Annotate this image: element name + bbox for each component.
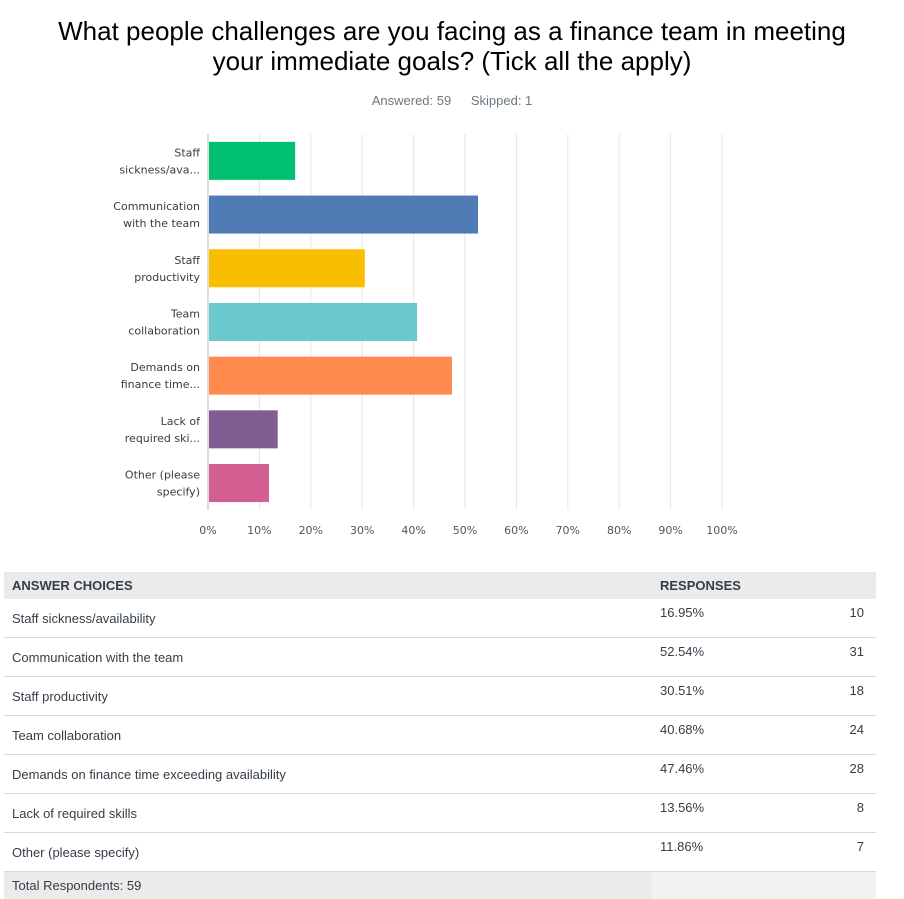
category-label: finance time... [121, 378, 200, 391]
response-count: 18 [828, 677, 876, 716]
answer-choice: Other (please specify) [4, 833, 652, 872]
total-empty-cell [652, 872, 876, 899]
category-label: collaboration [128, 324, 200, 337]
x-tick-label: 10% [247, 524, 271, 537]
category-label: Lack of [161, 415, 202, 428]
table-header-row: ANSWER CHOICES RESPONSES [4, 572, 876, 599]
answer-choice: Staff productivity [4, 677, 652, 716]
bar [209, 357, 452, 395]
bar [209, 410, 278, 448]
x-tick-label: 60% [504, 524, 528, 537]
answer-choice: Lack of required skills [4, 794, 652, 833]
response-percent: 47.46% [652, 755, 828, 794]
response-percent: 11.86% [652, 833, 828, 872]
x-tick-label: 0% [199, 524, 216, 537]
bar [209, 303, 417, 341]
response-count: 10 [828, 599, 876, 638]
category-label: productivity [134, 271, 200, 284]
x-tick-label: 80% [607, 524, 631, 537]
category-label: Team [170, 307, 200, 320]
bar [209, 249, 365, 287]
answer-choice: Communication with the team [4, 638, 652, 677]
x-tick-label: 70% [556, 524, 580, 537]
response-summary: Answered: 59 Skipped: 1 [0, 93, 904, 108]
response-percent: 16.95% [652, 599, 828, 638]
chart-title: What people challenges are you facing as… [40, 16, 864, 76]
table-row: Other (please specify)11.86%7 [4, 833, 876, 872]
category-label: Staff [174, 254, 200, 267]
responses-table: ANSWER CHOICES RESPONSES Staff sickness/… [4, 572, 876, 899]
response-percent: 52.54% [652, 638, 828, 677]
response-percent: 40.68% [652, 716, 828, 755]
category-label: with the team [123, 217, 200, 230]
x-tick-label: 50% [453, 524, 477, 537]
x-tick-label: 20% [299, 524, 323, 537]
response-count: 28 [828, 755, 876, 794]
x-tick-label: 40% [401, 524, 425, 537]
category-label: Staff [174, 146, 200, 159]
category-label: required ski... [125, 432, 200, 445]
bar [209, 464, 269, 502]
category-label: specify) [157, 486, 200, 499]
response-percent: 30.51% [652, 677, 828, 716]
response-count: 7 [828, 833, 876, 872]
answer-choice: Team collaboration [4, 716, 652, 755]
answer-choice: Staff sickness/availability [4, 599, 652, 638]
x-axis-ticks: 0% 10% 20% 30% 40% 50% 60% 70% 80% 90% 100% [199, 524, 737, 537]
category-label: Other (please [125, 469, 200, 482]
category-label: Communication [113, 200, 200, 213]
total-row: Total Respondents: 59 [4, 872, 876, 899]
bars [209, 142, 478, 502]
x-tick-label: 30% [350, 524, 374, 537]
bar-chart: Staff sickness/ava... Communication with th… [0, 120, 904, 550]
category-labels: Staff sickness/ava... Communication with th… [113, 146, 201, 498]
bar [209, 142, 295, 180]
answer-choices-header: ANSWER CHOICES [4, 572, 652, 599]
response-count: 31 [828, 638, 876, 677]
x-tick-label: 100% [706, 524, 737, 537]
answered-count: Answered: 59 [372, 93, 452, 108]
response-percent: 13.56% [652, 794, 828, 833]
category-label: sickness/ava... [119, 163, 200, 176]
response-count: 24 [828, 716, 876, 755]
total-respondents: Total Respondents: 59 [4, 872, 652, 899]
skipped-count: Skipped: 1 [471, 93, 532, 108]
responses-header: RESPONSES [652, 572, 876, 599]
response-count: 8 [828, 794, 876, 833]
category-label: Demands on [130, 361, 200, 374]
x-tick-label: 90% [658, 524, 682, 537]
table-row: Demands on finance time exceeding availa… [4, 755, 876, 794]
bar [209, 196, 478, 234]
answer-choice: Demands on finance time exceeding availa… [4, 755, 652, 794]
